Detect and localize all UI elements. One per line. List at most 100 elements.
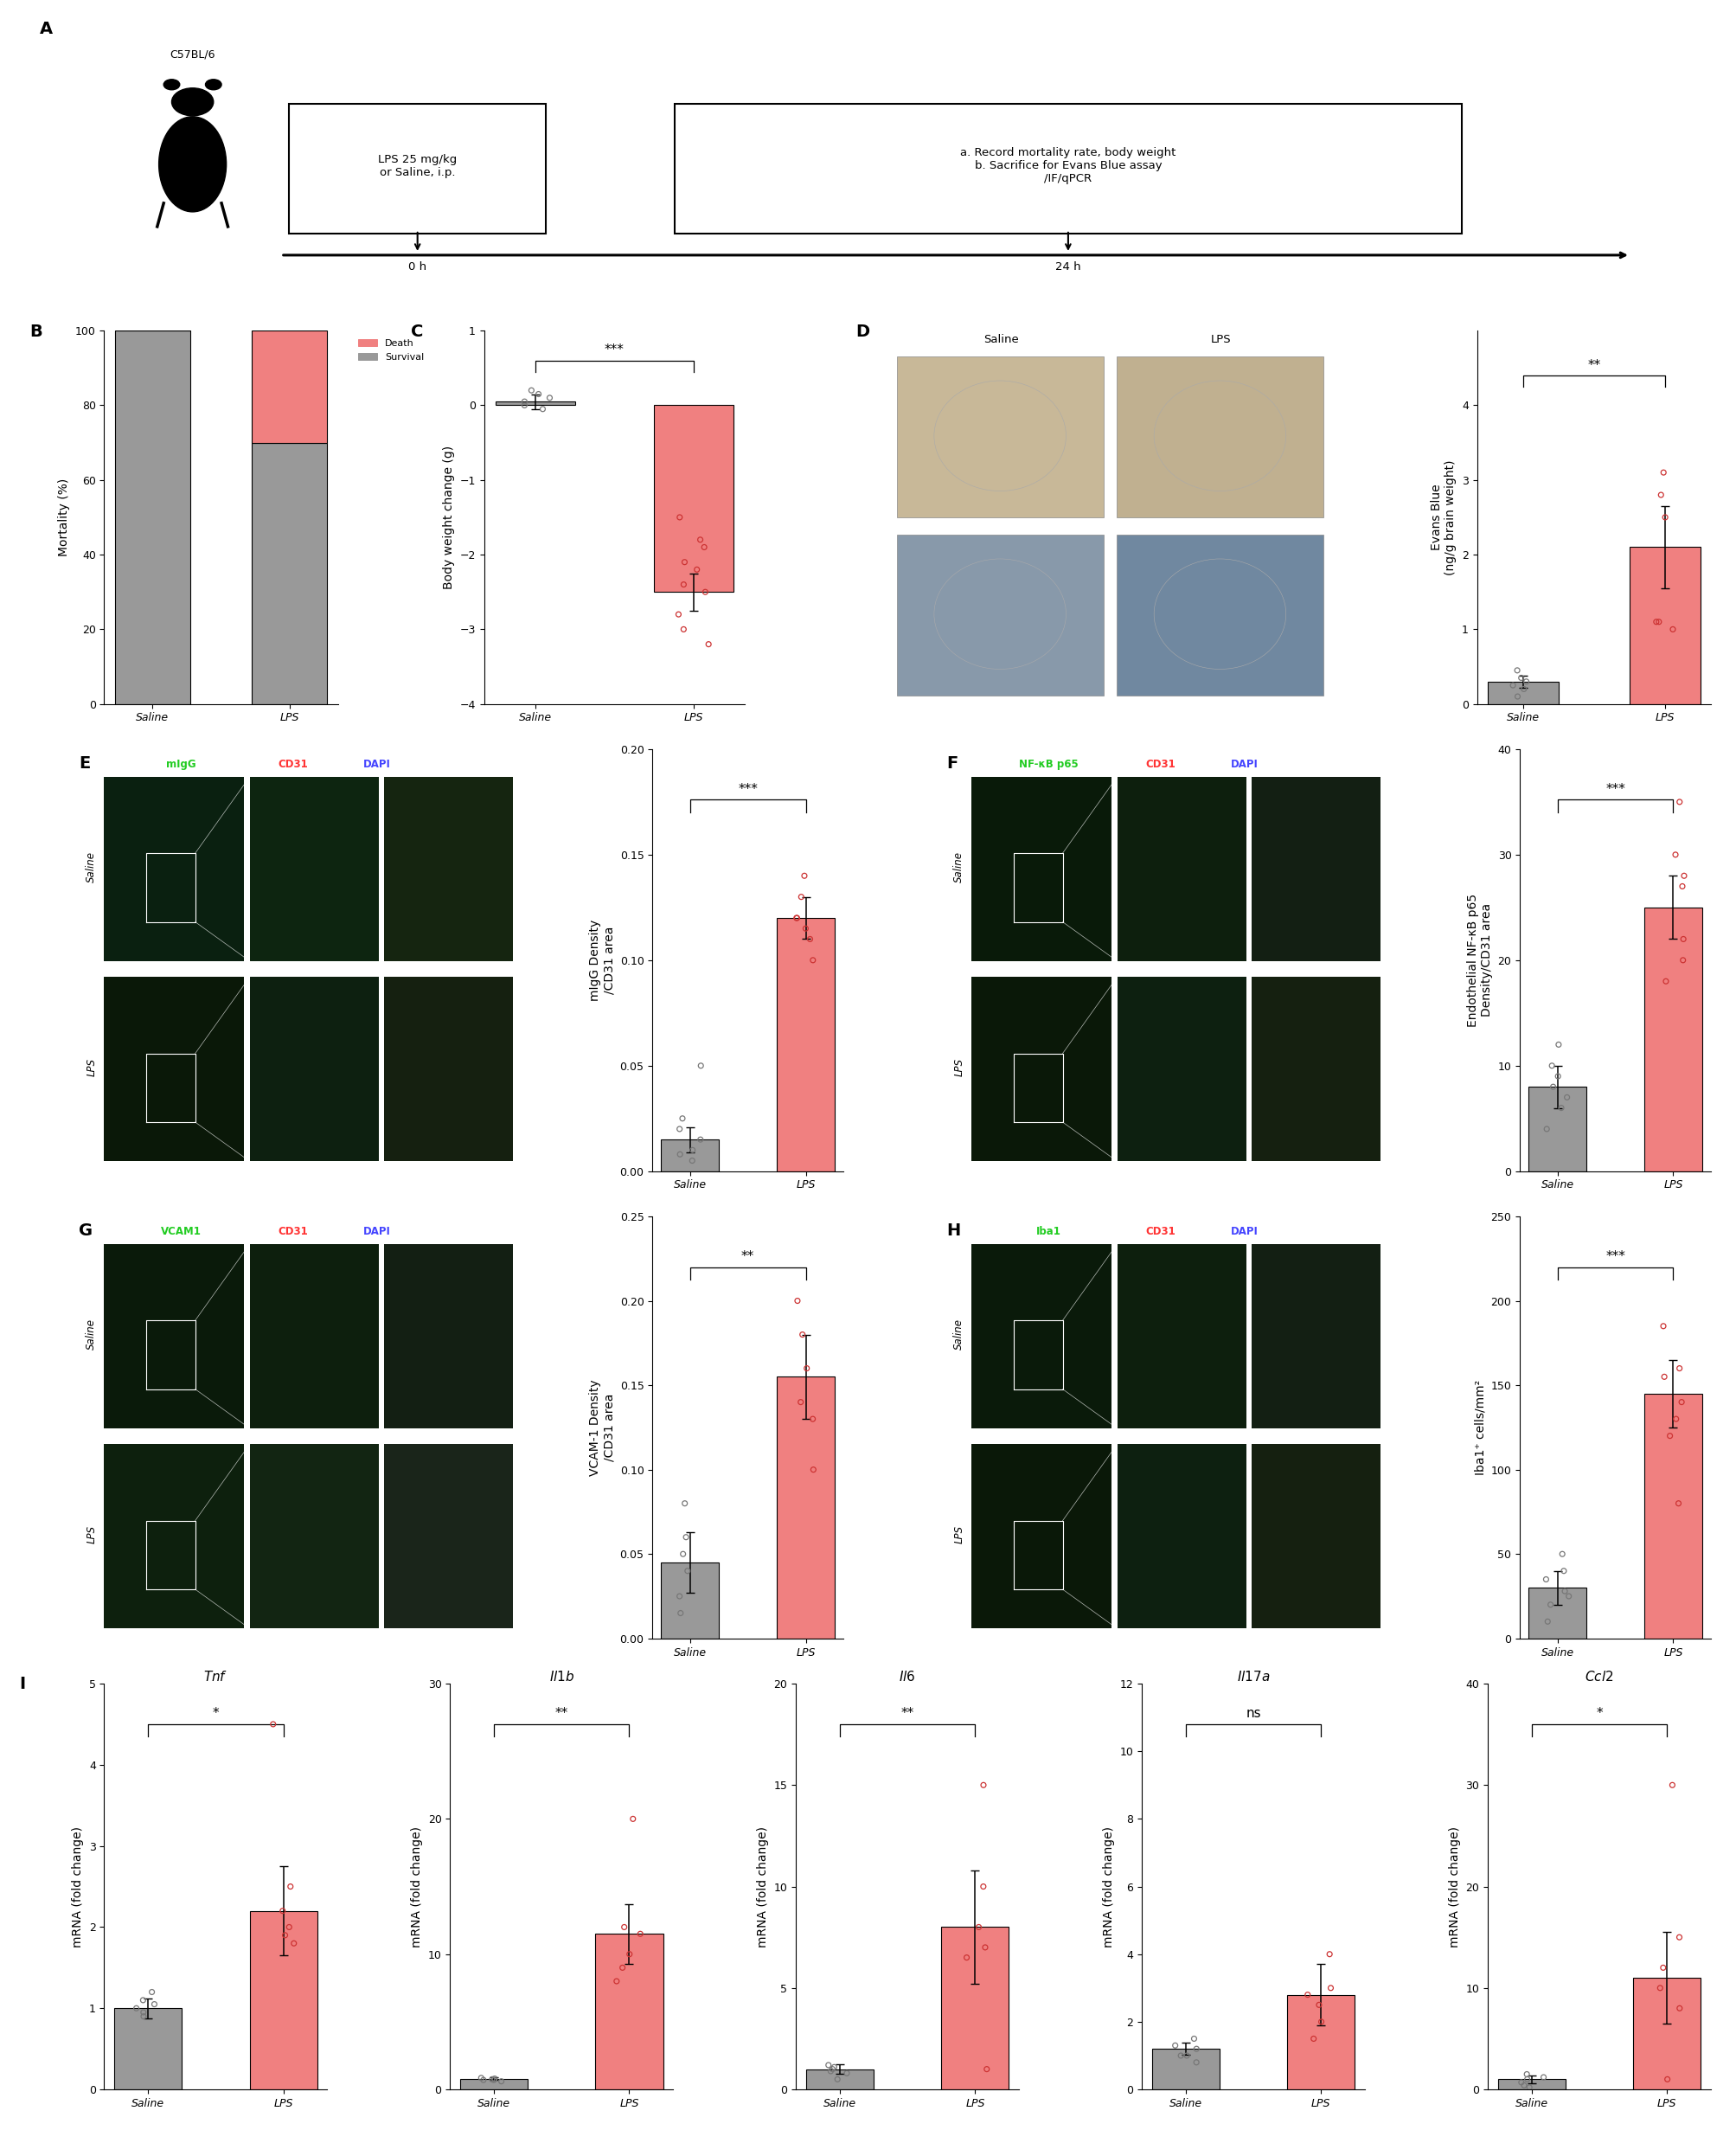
Y-axis label: mRNA (fold change): mRNA (fold change) xyxy=(1448,1826,1460,1948)
Point xyxy=(269,1894,297,1929)
Point xyxy=(790,859,818,894)
Point xyxy=(1646,478,1674,512)
Point xyxy=(1653,2062,1680,2096)
Y-axis label: mRNA (fold change): mRNA (fold change) xyxy=(71,1826,83,1948)
Text: DAPI: DAPI xyxy=(1231,759,1259,769)
Point xyxy=(795,921,823,956)
Point xyxy=(1649,1359,1677,1393)
Point xyxy=(969,1869,996,1903)
Point xyxy=(602,1965,630,1999)
Point xyxy=(1512,2057,1540,2092)
Point xyxy=(783,900,811,934)
Point xyxy=(1307,2004,1335,2038)
Text: DAPI: DAPI xyxy=(363,759,391,769)
Text: CD31: CD31 xyxy=(278,759,307,769)
FancyBboxPatch shape xyxy=(674,103,1462,234)
Text: 0 h: 0 h xyxy=(408,261,427,272)
Bar xyxy=(250,1243,378,1429)
Point xyxy=(783,900,811,934)
Bar xyxy=(970,1444,1111,1629)
Text: F: F xyxy=(946,754,958,771)
Point xyxy=(510,388,538,422)
Point xyxy=(1644,604,1672,639)
Point xyxy=(524,377,552,411)
Point xyxy=(792,1352,819,1387)
Point xyxy=(130,1995,158,2029)
Title: $\it{Il1b}$: $\it{Il1b}$ xyxy=(549,1669,575,1684)
Text: VCAM1: VCAM1 xyxy=(161,1226,201,1237)
Text: *: * xyxy=(1595,1708,1602,1721)
Point xyxy=(1665,1991,1693,2025)
Text: Saline: Saline xyxy=(983,334,1019,345)
Y-axis label: Evans Blue
(ng/g brain weight): Evans Blue (ng/g brain weight) xyxy=(1430,459,1457,574)
Point xyxy=(814,2049,842,2083)
Bar xyxy=(384,977,512,1162)
Y-axis label: mIgG Density
/CD31 area: mIgG Density /CD31 area xyxy=(589,919,615,1001)
Point xyxy=(469,2064,496,2098)
Point xyxy=(1512,664,1540,699)
Bar xyxy=(806,2070,873,2089)
Bar xyxy=(970,776,1111,962)
Bar xyxy=(776,917,835,1172)
Point xyxy=(1661,838,1689,872)
Point xyxy=(819,2051,847,2085)
Text: **: ** xyxy=(901,1708,913,1721)
Point xyxy=(1538,1048,1566,1082)
Text: ***: *** xyxy=(604,343,625,356)
Point xyxy=(259,1708,286,1742)
Bar xyxy=(115,2008,182,2089)
Bar xyxy=(1644,906,1701,1172)
Bar xyxy=(1252,776,1380,962)
Bar xyxy=(252,330,326,444)
Point xyxy=(1547,1537,1575,1571)
Point xyxy=(1665,1920,1693,1954)
Point xyxy=(1503,654,1531,688)
Y-axis label: Body weight change (g): Body weight change (g) xyxy=(443,446,455,589)
Point xyxy=(1667,1384,1694,1419)
Point xyxy=(479,2064,507,2098)
Point xyxy=(1529,2059,1557,2094)
Point xyxy=(1498,669,1526,703)
Point xyxy=(799,1402,826,1436)
Bar xyxy=(384,776,512,962)
Bar xyxy=(104,776,245,962)
Point xyxy=(970,1931,998,1965)
Title: $\it{Il6}$: $\it{Il6}$ xyxy=(899,1669,915,1684)
Text: C: C xyxy=(411,324,424,339)
Text: E: E xyxy=(78,754,90,771)
Point xyxy=(1543,1026,1571,1061)
Point xyxy=(665,1579,693,1614)
Point xyxy=(510,384,538,418)
Point xyxy=(128,1982,156,2017)
Text: LPS: LPS xyxy=(85,1059,97,1076)
Point xyxy=(1663,1487,1691,1522)
Bar xyxy=(1151,2049,1219,2089)
Point xyxy=(691,574,719,609)
Bar xyxy=(250,1912,318,2089)
Point xyxy=(1167,2038,1194,2072)
Text: DAPI: DAPI xyxy=(1231,1226,1259,1237)
Point xyxy=(1658,1768,1686,1802)
Text: CD31: CD31 xyxy=(1146,759,1175,769)
Point xyxy=(608,1950,635,1984)
Point xyxy=(488,2064,516,2098)
Text: ***: *** xyxy=(738,782,757,795)
Text: LPS: LPS xyxy=(85,1526,97,1543)
Bar xyxy=(941,1927,1009,2089)
Point xyxy=(477,2062,505,2096)
Point xyxy=(665,499,693,534)
Point xyxy=(1665,784,1693,819)
Bar xyxy=(250,776,378,962)
Text: LPS: LPS xyxy=(953,1059,963,1076)
Point xyxy=(1538,1069,1566,1104)
Point xyxy=(615,1937,642,1972)
Point xyxy=(1646,1972,1674,2006)
Text: LPS: LPS xyxy=(1210,334,1231,345)
Point xyxy=(686,1123,713,1157)
Bar xyxy=(1252,977,1380,1162)
Point xyxy=(670,568,698,602)
Y-axis label: VCAM-1 Density
/CD31 area: VCAM-1 Density /CD31 area xyxy=(589,1380,615,1477)
Bar xyxy=(970,1243,1111,1429)
Bar xyxy=(250,977,378,1162)
Point xyxy=(130,1999,158,2034)
